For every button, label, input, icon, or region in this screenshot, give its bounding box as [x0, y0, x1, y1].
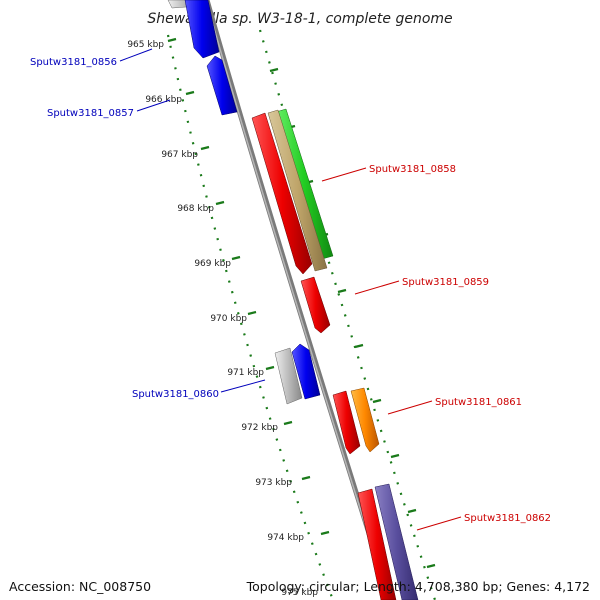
gene-block-0856: [184, 0, 220, 59]
gene-block-tan: [267, 109, 328, 272]
diagram-title: Shewanella sp. W3-18-1, complete genome: [147, 11, 452, 27]
major-tick: [200, 145, 210, 151]
kbp-label-972: 972 kbp: [241, 423, 278, 433]
major-tick: [231, 255, 241, 261]
major-tick: [283, 420, 293, 426]
kbp-label-971: 971 kbp: [227, 368, 264, 378]
gene-label-0858[interactable]: Sputw3181_0858: [369, 164, 456, 175]
accession-text: Accession: NC_008750: [9, 579, 152, 594]
kbp-label-966: 966 kbp: [145, 95, 182, 105]
genome-backbone: [204, 0, 393, 600]
major-tick: [407, 508, 417, 514]
gene-block-0859: [300, 276, 331, 334]
kbp-label-975: 975 kbp: [281, 588, 318, 598]
major-tick: [426, 563, 436, 569]
major-tick: [185, 90, 195, 96]
gene-label-0857[interactable]: Sputw3181_0857: [47, 108, 134, 119]
major-tick: [265, 365, 275, 371]
major-tick: [337, 288, 347, 294]
major-tick: [372, 398, 382, 404]
genome-summary-text: Topology: circular; Length: 4,708,380 bp…: [246, 579, 590, 594]
kbp-label-973: 973 kbp: [255, 478, 292, 488]
kbp-label-965: 965 kbp: [127, 40, 164, 50]
major-ticks: [167, 37, 436, 569]
major-tick: [301, 475, 311, 481]
gene-label-0859[interactable]: Sputw3181_0859: [402, 277, 489, 288]
gene-block-0860: [291, 343, 321, 400]
kbp-label-967: 967 kbp: [161, 150, 198, 160]
kbp-label-974: 974 kbp: [267, 533, 304, 543]
gene-block-0858: [251, 112, 313, 275]
gene-block-0860-gray: [274, 347, 303, 405]
major-tick: [390, 453, 400, 459]
major-tick: [167, 37, 177, 43]
gene-block-0861-orange: [350, 387, 380, 453]
leader-line-0860: [220, 379, 266, 393]
reverse-tick-line: [166, 34, 335, 600]
leader-line-0861: [387, 400, 433, 415]
major-tick: [354, 343, 364, 349]
gene-block-0862: [357, 488, 397, 600]
gene-label-0860[interactable]: Sputw3181_0860: [132, 389, 219, 400]
gene-label-0862[interactable]: Sputw3181_0862: [464, 513, 551, 524]
leader-line-0862: [416, 516, 462, 531]
gene-label-0856[interactable]: Sputw3181_0856: [30, 57, 117, 68]
major-tick: [215, 200, 225, 206]
leader-line-0857: [136, 99, 171, 112]
gene-block-0861: [332, 390, 361, 455]
kbp-label-969: 969 kbp: [194, 259, 231, 269]
kbp-label-968: 968 kbp: [177, 204, 214, 214]
gene-label-0861[interactable]: Sputw3181_0861: [435, 397, 522, 408]
forward-tick-line: [258, 29, 437, 600]
gene-block-0857: [206, 55, 238, 116]
major-tick: [269, 67, 279, 73]
leader-line-0859: [354, 280, 400, 295]
kbp-label-970: 970 kbp: [210, 314, 247, 324]
genome-backbone-highlight: [205, 0, 390, 600]
leader-line-0858: [321, 167, 367, 182]
gene-block-purple: [374, 483, 419, 600]
major-tick: [320, 530, 330, 536]
leader-line-0856: [119, 48, 153, 62]
major-tick: [247, 310, 257, 316]
